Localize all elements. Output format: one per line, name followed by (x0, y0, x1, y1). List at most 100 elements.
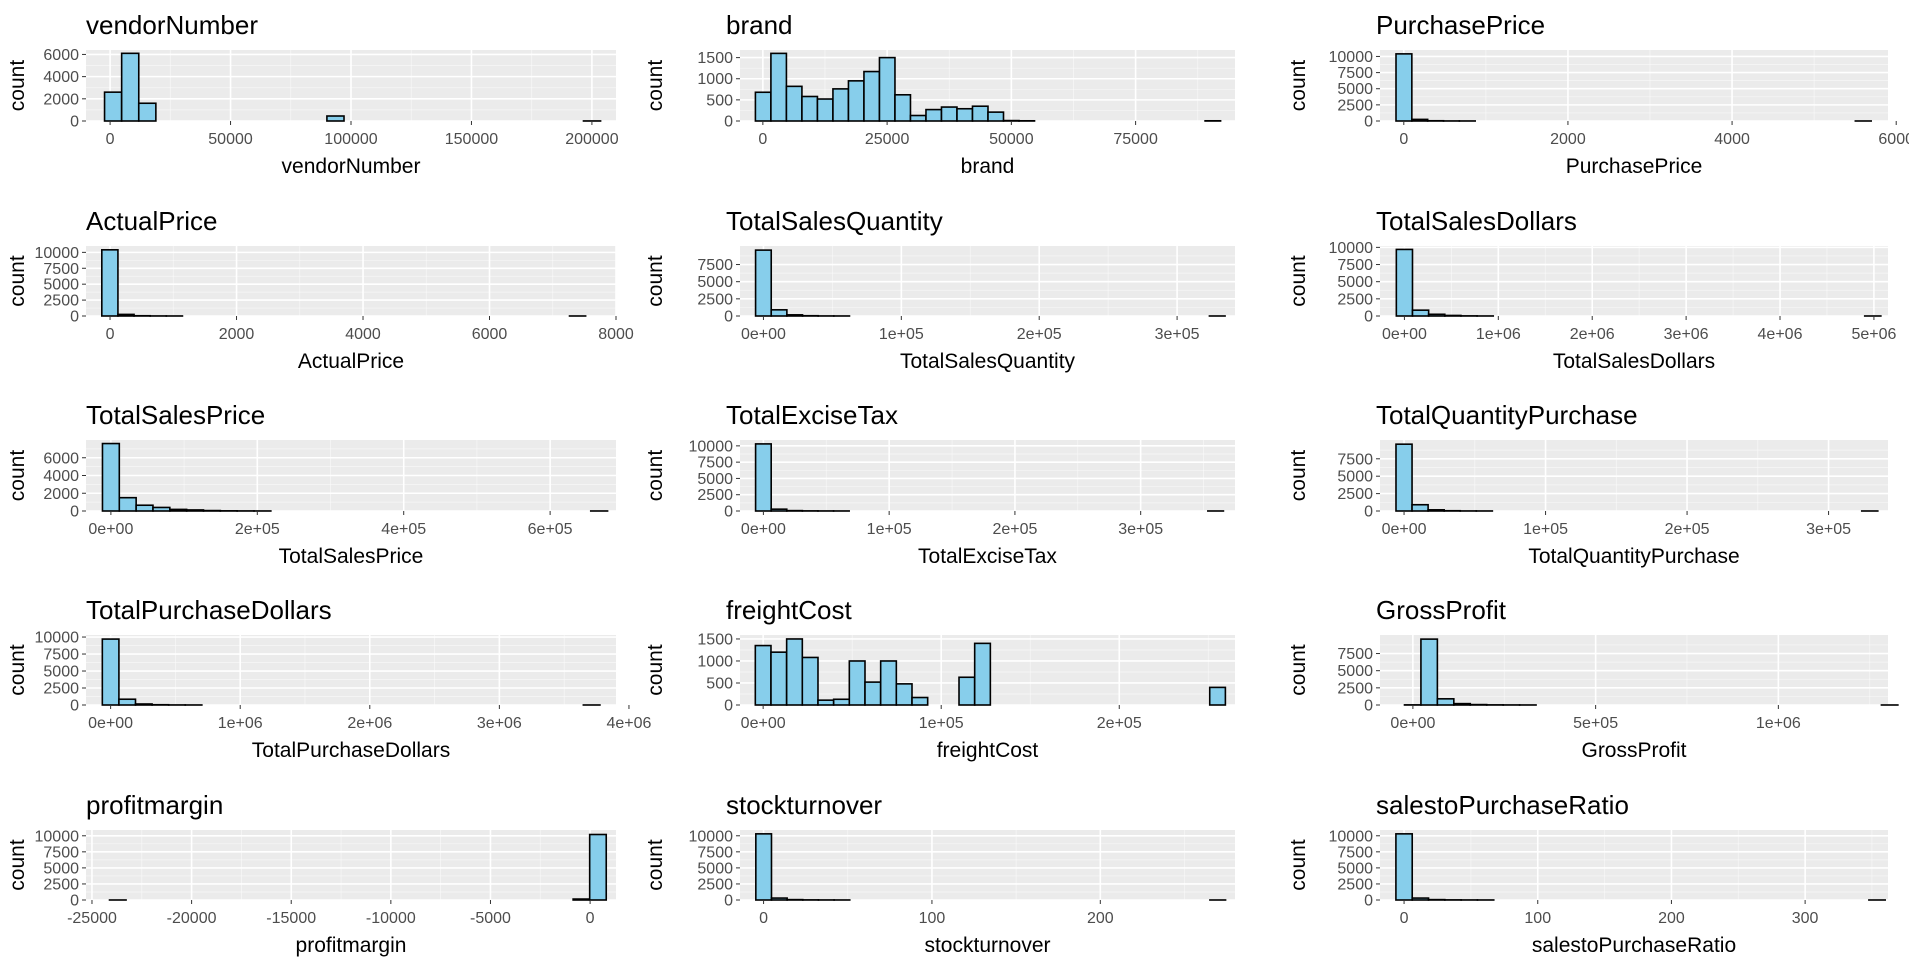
x-tick-label: 200000 (565, 131, 618, 148)
histogram-panel-brand: 0 25000 50000 75000 0 500 1000 1500 brand brand co… (644, 10, 1235, 178)
x-axis-label: TotalPurchaseDollars (252, 739, 450, 762)
histogram-panel-freightCost: 0e+00 1e+05 2e+05 0 500 1000 1500 freightCost fr… (644, 595, 1235, 762)
y-tick-label: 0 (724, 504, 733, 521)
y-tick-label: 2000 (43, 486, 79, 503)
y-tick-label: 7500 (697, 257, 733, 274)
histogram-panel-profitmargin: -25000 -20000 -15000 -10000 -5000 00250050007… (6, 790, 616, 957)
histogram-bar (925, 108, 943, 122)
histogram-bar (848, 660, 866, 706)
histogram-bar (755, 833, 773, 901)
histogram-bar (754, 443, 772, 512)
panel-title: TotalQuantityPurchase (1376, 400, 1638, 430)
y-axis-label: count (6, 450, 29, 502)
histogram-bar (801, 656, 819, 706)
y-axis-label: count (644, 255, 667, 307)
x-tick-label: 6000 (1878, 131, 1909, 148)
x-tick-label: 4e+06 (1758, 326, 1803, 343)
y-tick-label: 1500 (697, 50, 733, 67)
x-axis-label: GrossProfit (1581, 739, 1686, 762)
histogram-panel-TotalPurchaseDollars: 0e+00 1e+06 2e+06 3e+06 4e+06 025005000750010… (6, 595, 652, 762)
y-tick-label: 7500 (1337, 257, 1373, 274)
histogram-bar (326, 115, 345, 122)
histogram-panel-ActualPrice: 0 2000 4000 6000 8000025005000750010000Actua… (6, 206, 634, 373)
x-tick-label: 1e+06 (218, 715, 263, 732)
x-tick-label: 0 (759, 910, 768, 927)
histogram-bar (1411, 897, 1430, 901)
y-tick-label: 0 (1364, 309, 1373, 326)
x-axis-label: TotalQuantityPurchase (1528, 545, 1739, 568)
x-tick-label: -20000 (167, 910, 217, 927)
x-tick-label: 2e+06 (1570, 326, 1615, 343)
histogram-bar (1395, 53, 1413, 122)
histogram-bar (118, 496, 137, 512)
y-tick-label: 2500 (43, 876, 79, 893)
y-axis-label: count (1287, 839, 1310, 891)
x-tick-label: 5e+06 (1851, 326, 1896, 343)
y-tick-label: 2500 (697, 876, 733, 893)
x-tick-label: 0 (586, 910, 595, 927)
x-tick-label: 0e+00 (88, 715, 133, 732)
histogram-bar (847, 80, 865, 122)
x-tick-label: 50000 (208, 131, 253, 148)
histogram-bar (770, 309, 788, 317)
y-tick-label: 10000 (1329, 828, 1374, 845)
x-axis-label: brand (961, 155, 1015, 178)
histogram-bar (863, 70, 881, 122)
histogram-bar (1443, 314, 1462, 317)
x-tick-label: 6e+05 (528, 521, 573, 538)
y-axis-label: count (6, 644, 29, 696)
histogram-bar (973, 642, 992, 706)
histogram-bar (879, 660, 898, 706)
y-tick-label: 7500 (43, 647, 79, 664)
y-axis-label: count (644, 60, 667, 112)
y-axis-label: count (6, 839, 29, 891)
histogram-bar (185, 509, 205, 512)
panel-title: TotalSalesPrice (86, 400, 265, 430)
y-tick-label: 0 (1364, 114, 1373, 131)
histogram-bar (770, 508, 788, 512)
y-tick-label: 2000 (43, 91, 79, 108)
histogram-bar (120, 52, 140, 122)
y-tick-label: 5000 (43, 664, 79, 681)
y-tick-label: 2500 (1337, 291, 1373, 308)
histogram-bar (1411, 118, 1429, 122)
histogram-bar (1420, 638, 1439, 706)
x-tick-label: 2e+05 (992, 521, 1037, 538)
x-tick-label: -25000 (67, 910, 117, 927)
histogram-bar (832, 88, 850, 122)
y-tick-label: 0 (70, 114, 79, 131)
x-axis-label: vendorNumber (282, 155, 421, 178)
y-axis-label: count (1287, 60, 1310, 112)
y-tick-label: 7500 (43, 844, 79, 861)
x-tick-label: 5e+05 (1573, 715, 1618, 732)
y-tick-label: 2500 (1337, 486, 1373, 503)
panel-title: profitmargin (86, 790, 223, 820)
y-tick-label: 2500 (697, 487, 733, 504)
y-tick-label: 2500 (1337, 680, 1373, 697)
x-tick-label: 0e+00 (741, 326, 786, 343)
panel-title: freightCost (726, 595, 852, 625)
y-tick-label: 7500 (1337, 646, 1373, 663)
histogram-bar (1436, 698, 1455, 706)
x-tick-label: 1e+05 (1523, 521, 1568, 538)
y-tick-label: 7500 (697, 844, 733, 861)
histogram-bar (770, 52, 788, 122)
histogram-bar (817, 699, 835, 706)
panel-background (86, 635, 616, 705)
histogram-bar (101, 638, 120, 706)
y-tick-label: 2500 (43, 681, 79, 698)
y-tick-label: 4000 (43, 468, 79, 485)
y-axis-label: count (6, 255, 29, 307)
x-tick-label: 3e+06 (477, 715, 522, 732)
y-tick-label: 10000 (1329, 49, 1374, 66)
panel-background (1380, 830, 1888, 900)
x-tick-label: 0e+00 (741, 521, 786, 538)
y-tick-label: 0 (724, 114, 733, 131)
y-tick-label: 2500 (43, 293, 79, 310)
x-axis-label: TotalSalesDollars (1553, 350, 1715, 373)
histogram-panel-TotalSalesDollars: 0e+00 1e+06 2e+06 3e+06 4e+06 5e+06 0250050007… (1287, 206, 1896, 373)
histogram-bar (117, 313, 135, 317)
y-tick-label: 0 (724, 893, 733, 910)
